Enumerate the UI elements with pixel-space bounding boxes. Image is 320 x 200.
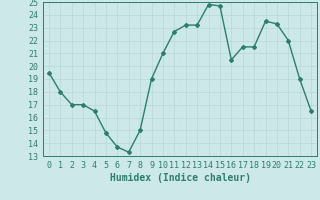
X-axis label: Humidex (Indice chaleur): Humidex (Indice chaleur)	[109, 173, 251, 183]
